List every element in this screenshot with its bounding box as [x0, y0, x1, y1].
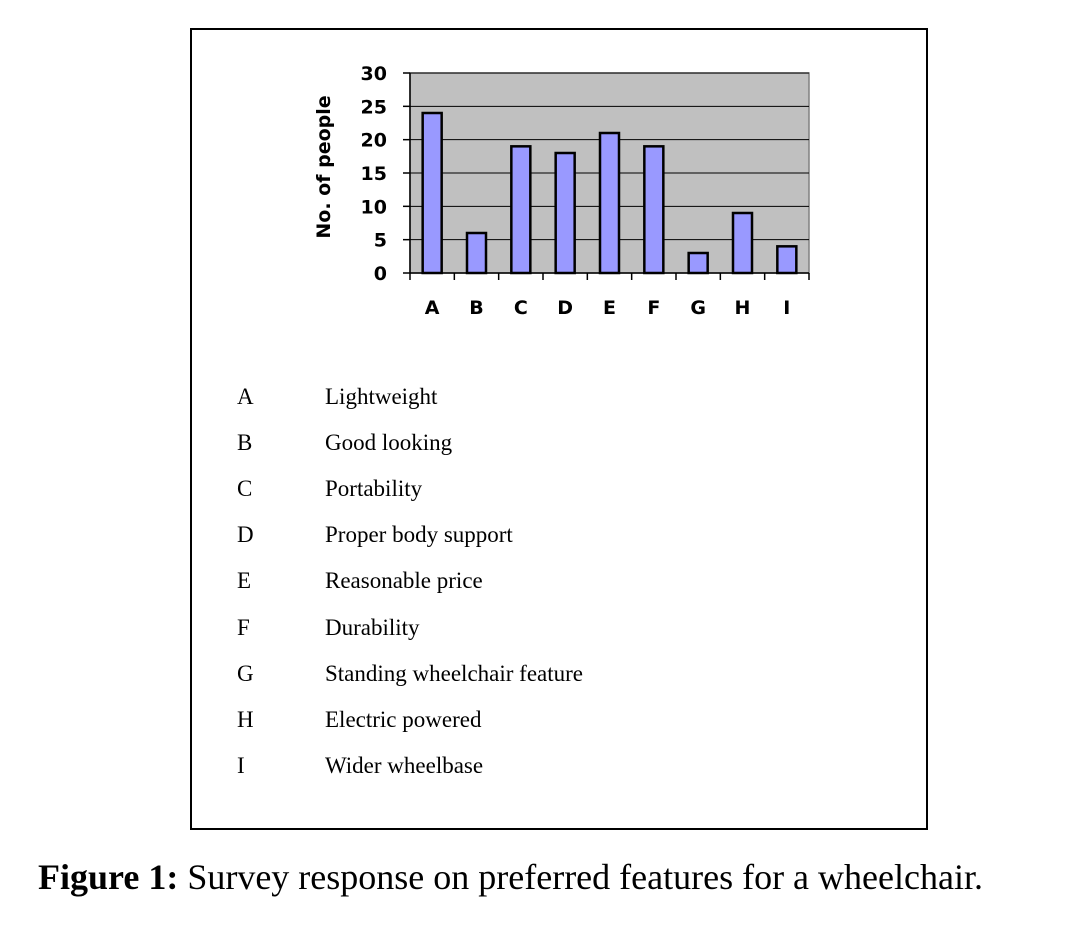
y-tick-label: 10 [361, 196, 387, 218]
legend-label: Proper body support [325, 522, 513, 548]
x-tick-label: H [735, 297, 751, 319]
legend-key: C [237, 476, 253, 502]
caption-text: Survey response on preferred features fo… [178, 857, 983, 897]
figure-caption: Figure 1: Survey response on preferred f… [38, 856, 983, 898]
x-tick-label: B [469, 297, 483, 319]
bar-b [465, 231, 488, 275]
legend-label: Durability [325, 614, 420, 640]
bar-e [598, 131, 621, 275]
bar-i [776, 245, 798, 275]
x-tick-label: D [557, 297, 573, 319]
legend-label: Electric powered [325, 706, 482, 732]
legend-key: I [237, 752, 245, 778]
bar-d [554, 151, 576, 275]
y-tick-label: 0 [374, 263, 387, 285]
legend-label: Good looking [325, 430, 453, 456]
legend-label: Portability [325, 476, 423, 502]
legend-label: Wider wheelbase [325, 752, 484, 778]
bar-f [643, 145, 665, 275]
legend-key: F [237, 614, 250, 640]
x-tick-label: F [647, 297, 660, 319]
legend-label: Standing wheelchair feature [325, 660, 583, 686]
bar-h [731, 211, 754, 275]
figure-frame [190, 28, 928, 830]
x-tick-label: A [425, 297, 440, 319]
y-tick-label: 15 [361, 163, 387, 185]
bar-c [510, 145, 532, 275]
legend-key: H [237, 706, 254, 732]
legend-label: Reasonable price [325, 568, 483, 594]
legend-key: E [237, 568, 252, 594]
x-tick-label: C [514, 297, 528, 319]
bar-a [421, 111, 443, 275]
legend-key: G [237, 660, 254, 686]
legend-key: A [237, 384, 254, 409]
y-axis-label: No. of people [313, 95, 335, 238]
x-tick-label: I [783, 297, 790, 319]
y-tick-label: 30 [361, 63, 387, 85]
legend-label: Lightweight [325, 384, 438, 409]
bar-chart: 0 5 10 15 20 25 30 A B C D E F G H I No. of people [313, 63, 810, 319]
y-tick-label: 25 [361, 96, 387, 118]
y-tick-label: 5 [374, 230, 387, 252]
x-tick-label: G [690, 297, 706, 319]
x-tick-label: E [603, 297, 616, 319]
legend-key: B [237, 430, 253, 456]
bar-g [687, 251, 709, 275]
legend-key: D [237, 522, 254, 548]
y-tick-label: 20 [361, 130, 387, 152]
caption-label: Figure 1: [38, 857, 179, 897]
